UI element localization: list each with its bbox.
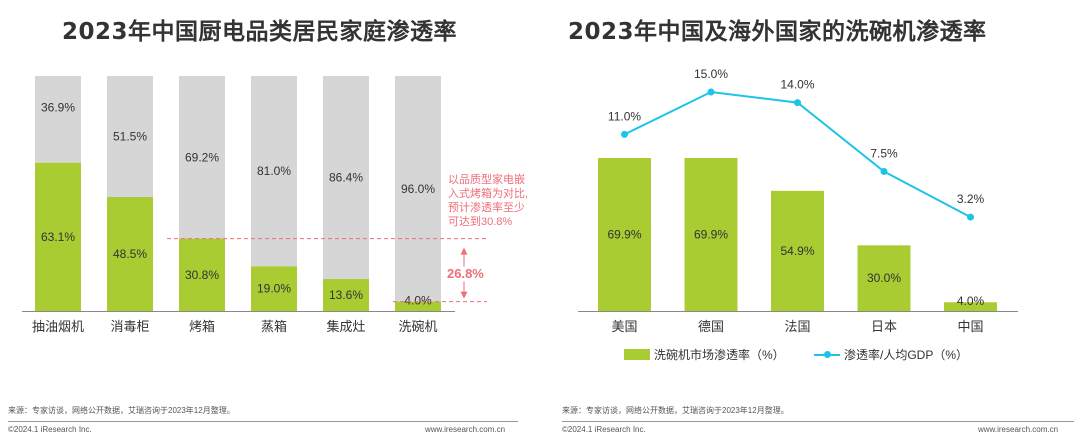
line-data-label: 7.5% bbox=[870, 147, 898, 161]
data-label: 30.8% bbox=[185, 268, 219, 282]
bar bbox=[857, 245, 911, 311]
annotation-line-3: 预计渗透率至少 bbox=[448, 202, 525, 214]
bar-data-label: 30.0% bbox=[867, 271, 901, 285]
copyright: ©2024.1 iResearch Inc. bbox=[8, 425, 92, 434]
legend-item-bar: 洗碗机市场渗透率（%） bbox=[624, 346, 785, 363]
source-note: 来源：专家访谈，网络公开数据，艾瑞咨询于2023年12月整理。 bbox=[8, 406, 235, 415]
footer-divider bbox=[562, 421, 1074, 422]
data-label: 51.5% bbox=[113, 130, 147, 144]
data-label: 19.0% bbox=[257, 282, 291, 296]
bar-segment-remaining bbox=[35, 76, 81, 163]
category-label: 烤箱 bbox=[189, 319, 215, 335]
category-label: 日本 bbox=[871, 320, 897, 335]
bar-data-label: 4.0% bbox=[957, 294, 985, 308]
line-data-label: 14.0% bbox=[780, 78, 814, 92]
data-label: 96.0% bbox=[401, 182, 435, 196]
data-label: 86.4% bbox=[329, 171, 363, 185]
annotation-line-4: 可达到30.8% bbox=[448, 216, 513, 228]
category-label: 法国 bbox=[784, 320, 810, 335]
difference-label: 26.8% bbox=[447, 266, 484, 281]
data-label: 4.0% bbox=[404, 294, 432, 308]
bar bbox=[771, 190, 824, 311]
chart-legend: 洗碗机市场渗透率（%） 渗透率/人均GDP（%） bbox=[624, 346, 994, 363]
category-label: 抽油烟机 bbox=[32, 320, 84, 335]
left-chart-panel: 2023年中国厨电品类居民家庭渗透率 63.1% 36.9% 抽油烟机 48.5% 51… bbox=[8, 19, 540, 434]
bar bbox=[598, 158, 651, 311]
website-link[interactable]: www.iresearch.com.cn bbox=[425, 425, 506, 434]
data-label: 13.6% bbox=[329, 288, 363, 302]
category-label: 美国 bbox=[611, 320, 637, 335]
footer-divider bbox=[8, 421, 518, 422]
bar-data-label: 54.9% bbox=[780, 244, 814, 258]
bar-data-label: 69.9% bbox=[607, 228, 641, 242]
category-label: 集成灶 bbox=[326, 319, 365, 335]
bar bbox=[944, 302, 997, 311]
bar-segment-penetration bbox=[179, 238, 225, 311]
bar-segment-penetration bbox=[251, 266, 297, 311]
legend-bar-label: 洗碗机市场渗透率（%） bbox=[654, 348, 785, 362]
category-label: 德国 bbox=[698, 320, 724, 335]
bar-segment-remaining bbox=[179, 76, 225, 239]
category-label: 蒸箱 bbox=[261, 319, 287, 335]
bar-segment-penetration bbox=[107, 197, 153, 311]
category-label: 洗碗机 bbox=[398, 319, 437, 335]
line-data-label: 15.0% bbox=[694, 67, 728, 81]
bar-segment-penetration bbox=[395, 301, 441, 311]
data-label: 81.0% bbox=[257, 164, 291, 178]
legend-line-label: 渗透率/人均GDP（%） bbox=[844, 348, 969, 362]
line-point bbox=[707, 88, 715, 96]
bar bbox=[684, 158, 738, 311]
data-label: 36.9% bbox=[41, 100, 75, 114]
arrow-up-head bbox=[460, 247, 468, 255]
data-label: 48.5% bbox=[113, 247, 147, 261]
line-data-label: 11.0% bbox=[608, 109, 641, 123]
bar-data-label: 69.9% bbox=[694, 228, 728, 242]
bar-segment-remaining bbox=[323, 76, 369, 280]
left-chart-title: 2023年中国厨电品类居民家庭渗透率 bbox=[62, 19, 458, 45]
estimate-annotation: 以品质型家电嵌 入式烤箱为对比, 预计渗透率至少 可达到30.8% bbox=[448, 173, 540, 229]
bar-segment-penetration bbox=[323, 279, 369, 311]
annotation-line-1: 以品质型家电嵌 bbox=[448, 174, 525, 186]
bar-segment-remaining bbox=[107, 76, 153, 198]
arrow-down-head bbox=[460, 291, 468, 299]
line-data-label: 3.2% bbox=[957, 192, 985, 206]
legend-bar-swatch bbox=[624, 349, 650, 360]
right-chart-panel: 2023年中国及海外国家的洗碗机渗透率 69.9% 美国 69.9% 德国 54.9% 法… bbox=[540, 0, 1080, 443]
data-label: 63.1% bbox=[41, 230, 75, 244]
bar-segment-remaining bbox=[395, 76, 441, 302]
website-link[interactable]: www.iresearch.com.cn bbox=[978, 425, 1059, 434]
legend-item-line: 渗透率/人均GDP（%） bbox=[814, 346, 968, 363]
stacked-bar-chart: 63.1% 36.9% 抽油烟机 48.5% 51.5% 消毒柜 30.8% 69.2% 烤箱 1… bbox=[22, 76, 487, 335]
line-point bbox=[967, 213, 974, 221]
category-label: 中国 bbox=[957, 320, 983, 335]
category-label: 消毒柜 bbox=[110, 320, 149, 335]
copyright: ©2024.1 iResearch Inc. bbox=[562, 425, 646, 434]
source-note: 来源：专家访谈，网络公开数据，艾瑞咨询于2023年12月整理。 bbox=[562, 406, 789, 415]
bar-line-combo-chart: 69.9% 美国 69.9% 德国 54.9% 法国 30.0% 日本 4.0% 中国 11.0% 1… bbox=[578, 67, 1018, 335]
bar-segment-penetration bbox=[35, 162, 81, 311]
right-chart-title: 2023年中国及海外国家的洗碗机渗透率 bbox=[568, 19, 987, 45]
line-point bbox=[794, 99, 801, 107]
annotation-line-2: 入式烤箱为对比, bbox=[448, 188, 529, 200]
bar-segment-remaining bbox=[251, 76, 297, 267]
legend-line-swatch bbox=[814, 349, 841, 360]
line-point bbox=[880, 168, 888, 175]
data-label: 69.2% bbox=[185, 150, 219, 164]
line-point bbox=[621, 130, 628, 138]
